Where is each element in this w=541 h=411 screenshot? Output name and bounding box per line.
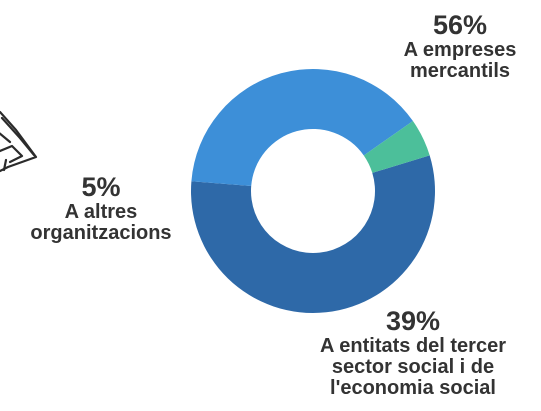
slice-label-empreses: 56% A empreses mercantils [385,12,535,82]
donut-slice-0 [191,155,436,314]
slice-value-label: 39% [385,306,441,336]
donut-slice-2 [363,121,430,173]
slice-label-tercer-sector: 39% A entitats del tercer sector social … [285,308,541,399]
slice-label-altres: 5% A altres organitzacions [0,174,202,244]
slice-value-label: 5% [81,172,121,202]
pencil-sketch-icon [0,110,38,173]
donut-slice-1 [191,69,413,187]
slice-value-label: 56% [432,10,488,40]
donut-slices [191,69,436,314]
slice-name-label: A entitats del tercer sector social i de… [320,335,506,399]
slice-name-label: A empreses mercantils [403,39,517,82]
slice-name-label: A altres organitzacions [30,201,172,244]
